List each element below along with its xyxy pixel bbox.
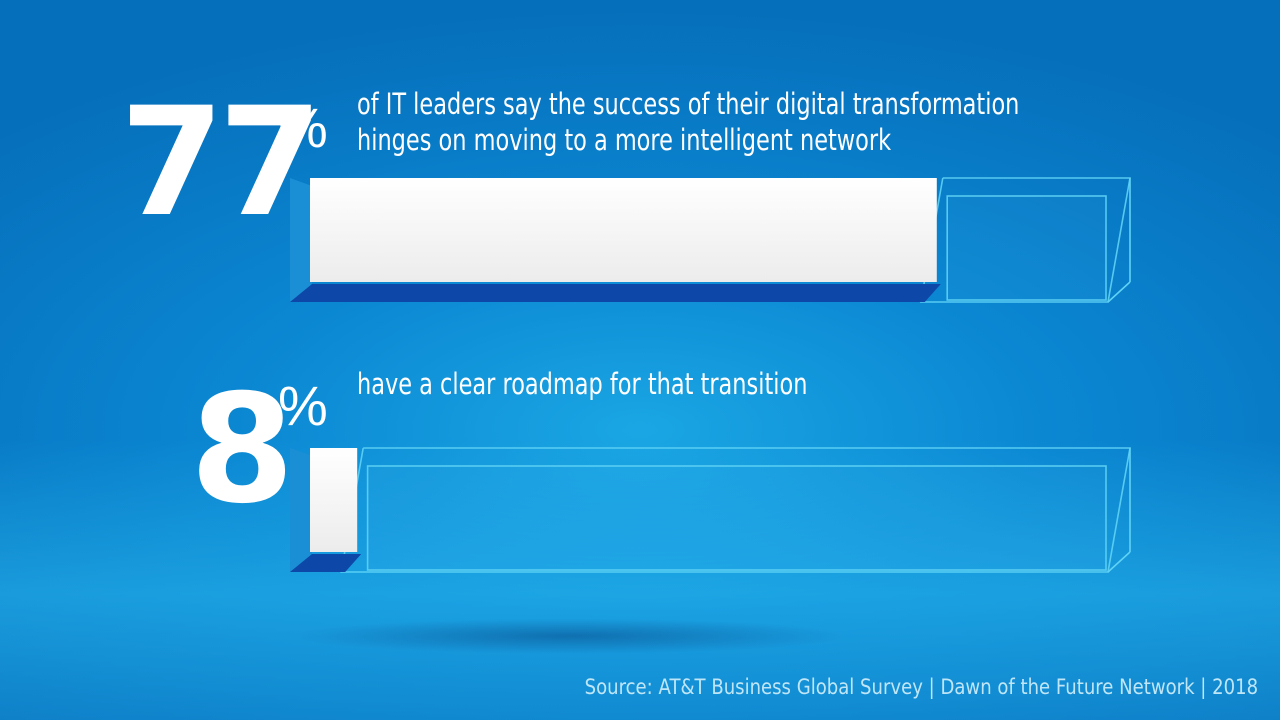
bar-1-bottom [290, 284, 941, 302]
stat-1-value: 77 [120, 76, 323, 250]
floor-shadow [290, 618, 850, 654]
bar-2-fill [310, 448, 358, 552]
bar-2-side [290, 448, 312, 572]
bar-2-bottom [290, 554, 362, 572]
bar-2-remainder-outline-face [366, 465, 1107, 571]
stat-2-description: have a clear roadmap for that transition [357, 367, 808, 401]
bar-1-side [290, 178, 312, 302]
stat-1-description-line-1: of IT leaders say the success of their d… [357, 87, 1020, 121]
stat-1-unit: % [278, 96, 328, 159]
bar-1-remainder-outline-edge-b [1107, 281, 1131, 303]
stat-2-value: 8 [190, 363, 294, 537]
bar-2-remainder-outline-edge-b [1107, 551, 1131, 573]
source-note: Source: AT&T Business Global Survey | Da… [584, 675, 1258, 699]
bar-1-remainder-outline-face [946, 195, 1107, 301]
stat-2-unit: % [278, 374, 328, 437]
stat-1-description-line-2: hinges on moving to a more intelligent n… [357, 123, 892, 157]
bar-1-fill [310, 178, 937, 282]
